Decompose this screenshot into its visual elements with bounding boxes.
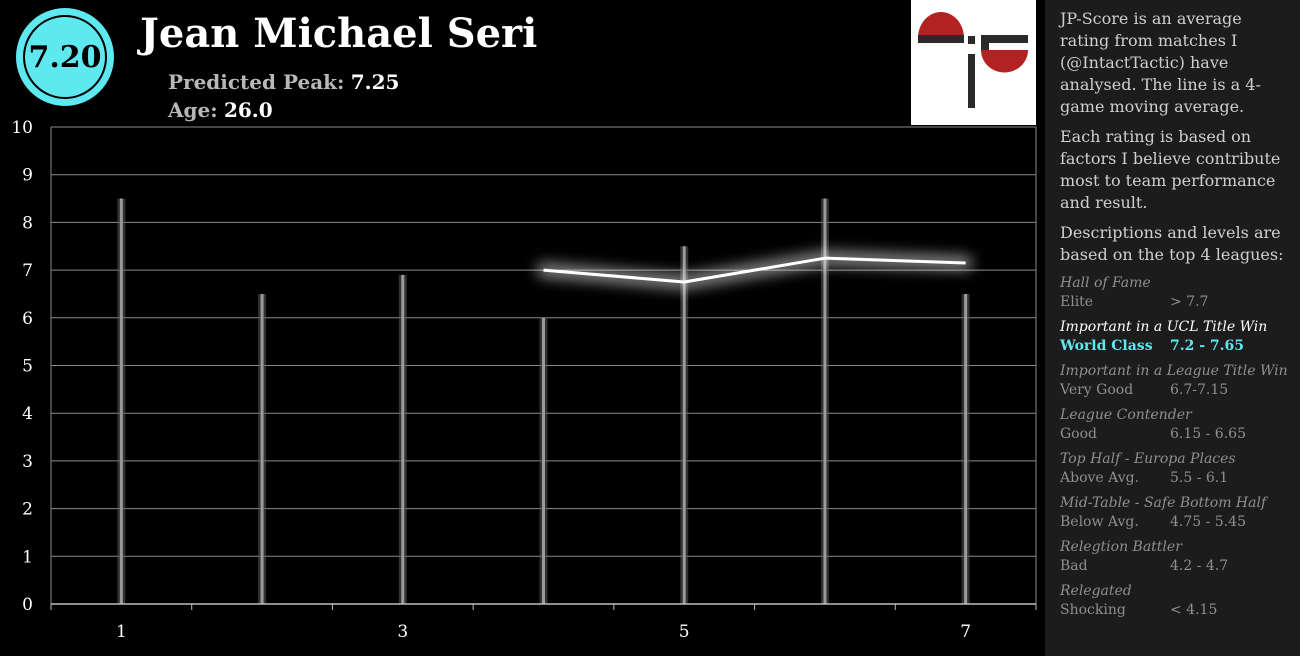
- moving-average-line: [543, 256, 966, 284]
- rating-bar-core: [964, 293, 968, 604]
- x-tick-label: 3: [397, 622, 408, 642]
- tier-range: 6.15 - 6.65: [1170, 426, 1246, 442]
- rating-bar-core: [401, 274, 405, 604]
- legend-panel: JP-Score is an average rating from match…: [1045, 0, 1300, 656]
- tier-description: Important in a League Title Win: [1060, 363, 1288, 379]
- jp-score-value: 7.20: [28, 39, 102, 75]
- jp-logo-mark: [918, 12, 1028, 108]
- rating-bar-core: [542, 317, 545, 604]
- tier-row: Good 6.15 - 6.65: [1060, 425, 1290, 444]
- tier-level: World Class: [1060, 338, 1153, 354]
- tier-item: Mid-Table - Safe Bottom Half Below Avg. 4.…: [1060, 494, 1290, 532]
- y-tick-label: 8: [22, 213, 33, 233]
- player-name: Jean Michael Seri: [140, 10, 538, 57]
- intro-paragraph-2: Each rating is based on factors I believ…: [1060, 127, 1281, 212]
- tier-row: Elite > 7.7: [1060, 293, 1290, 312]
- y-tick-label: 0: [22, 595, 33, 615]
- y-tick-label: 3: [22, 452, 33, 472]
- y-tick-label: 6: [22, 309, 33, 329]
- predicted-peak-label: Predicted Peak:: [168, 70, 345, 94]
- x-tick-label: 1: [116, 622, 127, 642]
- intro-paragraph-3: Descriptions and levels are based on the…: [1060, 223, 1284, 264]
- y-tick-label: 5: [22, 357, 33, 377]
- tier-range: 4.2 - 4.7: [1170, 558, 1229, 574]
- tier-row: Bad 4.2 - 4.7: [1060, 557, 1290, 576]
- tier-level: Below Avg.: [1060, 514, 1139, 530]
- predicted-peak-value: 7.25: [350, 70, 400, 94]
- tier-row: Very Good 6.7-7.15: [1060, 381, 1290, 400]
- tier-level: Very Good: [1060, 382, 1134, 398]
- tier-item: League Contender Good 6.15 - 6.65: [1060, 406, 1290, 444]
- tier-description: Mid-Table - Safe Bottom Half: [1060, 495, 1267, 511]
- rating-bar-core: [823, 198, 827, 605]
- y-tick-label: 9: [22, 166, 33, 186]
- rating-bar-core: [119, 198, 123, 605]
- rating-chart: 0 1 2 3 4 5 6 7 8 9 10 1 3 5 7: [11, 118, 1037, 642]
- score-badge: 7.20: [16, 8, 114, 106]
- tier-range: < 4.15: [1170, 602, 1218, 618]
- age-value: 26.0: [223, 98, 273, 122]
- tier-description: Relegated: [1060, 583, 1132, 599]
- tier-row: Shocking < 4.15: [1060, 601, 1290, 620]
- tier-item: Important in a UCL Title Win World Class 7…: [1060, 318, 1290, 356]
- age-label: Age:: [168, 98, 218, 122]
- y-tick-label: 1: [22, 547, 33, 567]
- y-tick-label: 2: [22, 500, 33, 520]
- score-badge-ring: 7.20: [23, 15, 107, 99]
- tier-range: 6.7-7.15: [1170, 382, 1229, 398]
- tier-list: Hall of Fame Elite > 7.7 Important in a UCL…: [1060, 274, 1290, 620]
- tier-range: > 7.7: [1170, 294, 1209, 310]
- tier-description: Relegtion Battler: [1060, 539, 1182, 555]
- tier-level: Shocking: [1060, 602, 1126, 618]
- tier-level: Elite: [1060, 294, 1094, 310]
- rating-bar-core: [682, 246, 686, 604]
- tier-range: 4.75 - 5.45: [1170, 514, 1246, 530]
- jp-logo: [911, 0, 1036, 125]
- tier-item: Relegated Shocking < 4.15: [1060, 582, 1290, 620]
- tier-item: Important in a League Title Win Very Good…: [1060, 362, 1290, 400]
- tier-row: World Class 7.2 - 7.65: [1060, 337, 1290, 356]
- tier-range: 5.5 - 6.1: [1170, 470, 1229, 486]
- tier-description: League Contender: [1060, 407, 1192, 423]
- tier-item: Relegtion Battler Bad 4.2 - 4.7: [1060, 538, 1290, 576]
- y-tick-label: 10: [11, 118, 33, 138]
- tier-description: Top Half - Europa Places: [1060, 451, 1236, 467]
- tier-item: Top Half - Europa Places Above Avg. 5.5 - …: [1060, 450, 1290, 488]
- tier-level: Good: [1060, 426, 1098, 442]
- tier-level: Bad: [1060, 558, 1088, 574]
- predicted-peak-line: Predicted Peak: 7.25: [168, 70, 399, 94]
- rating-bar-core: [260, 293, 264, 604]
- tier-range: 7.2 - 7.65: [1170, 338, 1245, 354]
- tier-level: Above Avg.: [1060, 470, 1140, 486]
- y-tick-label: 4: [22, 404, 33, 424]
- tier-row: Above Avg. 5.5 - 6.1: [1060, 469, 1290, 488]
- age-line: Age: 26.0: [168, 98, 273, 122]
- intro-paragraph-1: JP-Score is an average rating from match…: [1060, 9, 1261, 116]
- y-tick-label: 7: [22, 261, 33, 281]
- tier-description: Important in a UCL Title Win: [1060, 319, 1268, 335]
- x-tick-label: 5: [679, 622, 690, 642]
- tier-row: Below Avg. 4.75 - 5.45: [1060, 513, 1290, 532]
- tier-item: Hall of Fame Elite > 7.7: [1060, 274, 1290, 312]
- x-tick-label: 7: [960, 622, 971, 642]
- tier-description: Hall of Fame: [1060, 275, 1151, 291]
